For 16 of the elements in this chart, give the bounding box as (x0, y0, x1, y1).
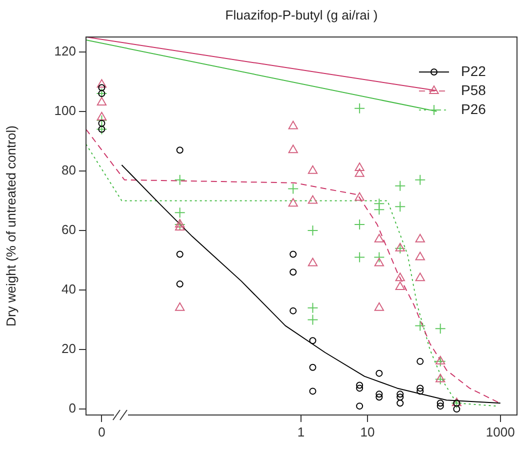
x-tick-label: 10 (360, 424, 375, 440)
y-tick-label: 60 (62, 222, 76, 238)
legend-label: P58 (461, 82, 486, 98)
x-tick-label: 1000 (486, 424, 515, 440)
legend-label: P26 (461, 100, 486, 117)
y-tick-label: 120 (54, 43, 76, 58)
x-tick-label: 1 (297, 424, 305, 440)
y-tick-label: 20 (62, 341, 76, 356)
chart-title: Fluazifop-P-butyl (g ai/rai ) (225, 8, 378, 23)
y-tick-label: 80 (62, 162, 76, 178)
y-tick-label: 40 (62, 282, 76, 297)
x-tick-label: 0 (98, 424, 106, 440)
legend-label: P22 (461, 62, 486, 79)
y-axis-title: Dry weight (% of untreated control) (3, 126, 18, 326)
y-tick-label: 0 (68, 400, 76, 416)
y-tick-label: 100 (54, 102, 76, 118)
